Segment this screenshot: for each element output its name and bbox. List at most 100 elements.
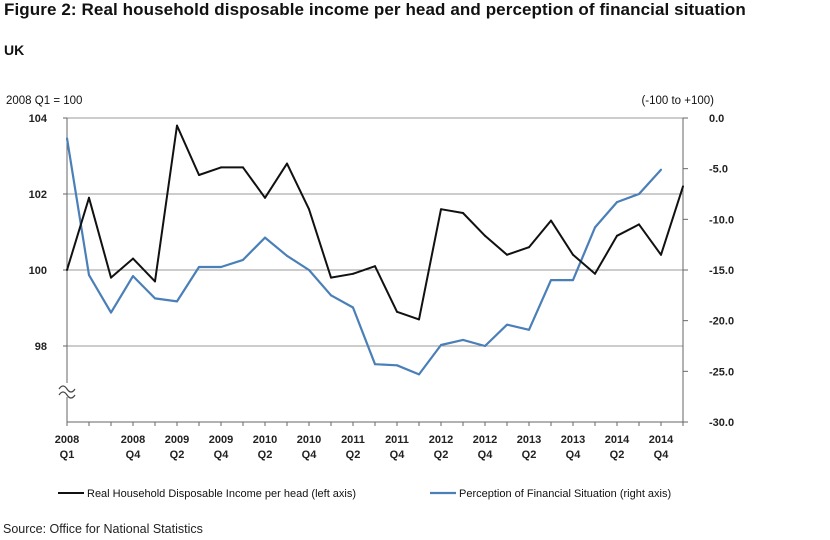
data-point-perception <box>88 274 90 277</box>
x-tick-label-quarter: Q2 <box>346 449 361 461</box>
data-point-perception <box>506 323 508 326</box>
left-tick-label: 104 <box>29 113 48 125</box>
data-point-income <box>330 276 332 279</box>
x-tick-label-quarter: Q2 <box>434 449 449 461</box>
right-tick-label: -25.0 <box>709 366 734 378</box>
data-point-income <box>66 269 68 271</box>
data-point-perception <box>198 265 200 268</box>
x-tick-label-quarter: Q4 <box>478 449 494 461</box>
legend-label-income: Real Household Disposable Income per hea… <box>87 488 356 500</box>
data-point-perception <box>308 269 310 271</box>
x-tick-label-year: 2014 <box>605 434 630 446</box>
series-line-income <box>66 124 684 321</box>
data-point-perception <box>484 345 486 347</box>
x-tick-label-year: 2008 <box>121 434 145 446</box>
x-tick-label-quarter: Q2 <box>522 449 537 461</box>
data-point-perception <box>660 168 662 171</box>
data-point-income <box>572 253 574 256</box>
axis-break-mark-bottom <box>58 391 76 399</box>
data-point-income <box>242 166 244 169</box>
data-point-income <box>286 162 288 165</box>
x-tick-label-year: 2008 <box>55 434 79 446</box>
left-tick-label: 100 <box>29 265 47 277</box>
right-tick-label: -5.0 <box>709 164 728 176</box>
data-point-perception <box>440 343 442 346</box>
data-point-income <box>440 208 442 211</box>
data-point-perception <box>572 279 574 282</box>
right-axis-unit-label: (-100 to +100) <box>641 95 714 107</box>
data-point-perception <box>132 275 134 278</box>
figure-title: Figure 2: Real household disposable inco… <box>4 0 746 19</box>
data-point-income <box>638 223 640 226</box>
x-tick-label-quarter: Q2 <box>258 449 273 461</box>
data-point-perception <box>330 294 332 297</box>
right-tick-label: -10.0 <box>709 214 734 226</box>
data-point-perception <box>264 236 266 239</box>
x-tick-label-year: 2009 <box>165 434 189 446</box>
x-tick-label-quarter: Q2 <box>610 449 625 461</box>
data-point-income <box>660 253 662 256</box>
axis-break-mark-top <box>58 385 76 393</box>
data-point-perception <box>66 137 68 140</box>
data-point-perception <box>638 193 640 195</box>
data-point-perception <box>550 279 552 282</box>
data-point-income <box>462 212 464 214</box>
x-tick-label-year: 2010 <box>297 434 321 446</box>
right-tick-label: -20.0 <box>709 316 734 328</box>
data-point-income <box>110 276 112 279</box>
data-point-income <box>352 272 354 275</box>
x-tick-label-quarter: Q4 <box>214 449 230 461</box>
x-tick-label-quarter: Q4 <box>654 449 670 461</box>
data-point-perception <box>616 201 618 204</box>
data-point-income <box>396 310 398 313</box>
x-tick-label-quarter: Q4 <box>390 449 406 461</box>
x-tick-label-quarter: Q4 <box>302 449 318 461</box>
source-note: Source: Office for National Statistics <box>3 522 203 536</box>
data-point-income <box>176 124 178 127</box>
data-point-perception <box>462 338 464 341</box>
data-point-income <box>198 174 200 176</box>
data-point-income <box>528 246 530 249</box>
legend-label-perception: Perception of Financial Situation (right… <box>459 488 671 500</box>
right-tick-label: -15.0 <box>709 265 734 277</box>
data-point-perception <box>594 226 596 229</box>
data-point-income <box>594 272 596 275</box>
data-point-perception <box>110 311 112 314</box>
data-point-income <box>484 234 486 237</box>
x-tick-label-year: 2014 <box>649 434 674 446</box>
data-point-income <box>132 257 134 260</box>
data-point-income <box>682 185 684 188</box>
data-point-perception <box>352 306 354 309</box>
data-point-income <box>550 219 552 222</box>
x-tick-label-year: 2013 <box>561 434 585 446</box>
data-point-perception <box>176 300 178 303</box>
data-point-income <box>418 318 420 321</box>
x-tick-label-quarter: Q4 <box>566 449 582 461</box>
series-line-perception <box>65 138 662 376</box>
data-point-income <box>374 265 376 268</box>
x-tick-label-year: 2011 <box>385 434 409 446</box>
left-axis-unit-label: 2008 Q1 = 100 <box>6 95 82 107</box>
data-point-income <box>154 280 156 283</box>
left-tick-label: 98 <box>35 341 47 353</box>
x-tick-label-quarter: Q1 <box>60 449 75 461</box>
data-point-perception <box>528 328 530 331</box>
data-point-income <box>308 208 310 211</box>
right-tick-label: -30.0 <box>709 417 734 429</box>
figure-subtitle: UK <box>4 42 25 58</box>
data-point-perception <box>220 265 222 268</box>
data-point-perception <box>286 254 288 257</box>
data-point-income <box>264 196 266 199</box>
x-tick-label-quarter: Q2 <box>170 449 185 461</box>
data-point-perception <box>396 364 398 367</box>
data-point-income <box>88 196 90 199</box>
x-tick-label-year: 2011 <box>341 434 365 446</box>
data-point-perception <box>154 297 156 300</box>
x-tick-label-year: 2012 <box>429 434 453 446</box>
x-tick-label-year: 2009 <box>209 434 233 446</box>
data-point-perception <box>418 373 420 376</box>
data-point-perception <box>242 258 244 261</box>
x-tick-label-year: 2013 <box>517 434 541 446</box>
right-tick-label: 0.0 <box>709 113 724 125</box>
data-point-income <box>616 234 618 237</box>
